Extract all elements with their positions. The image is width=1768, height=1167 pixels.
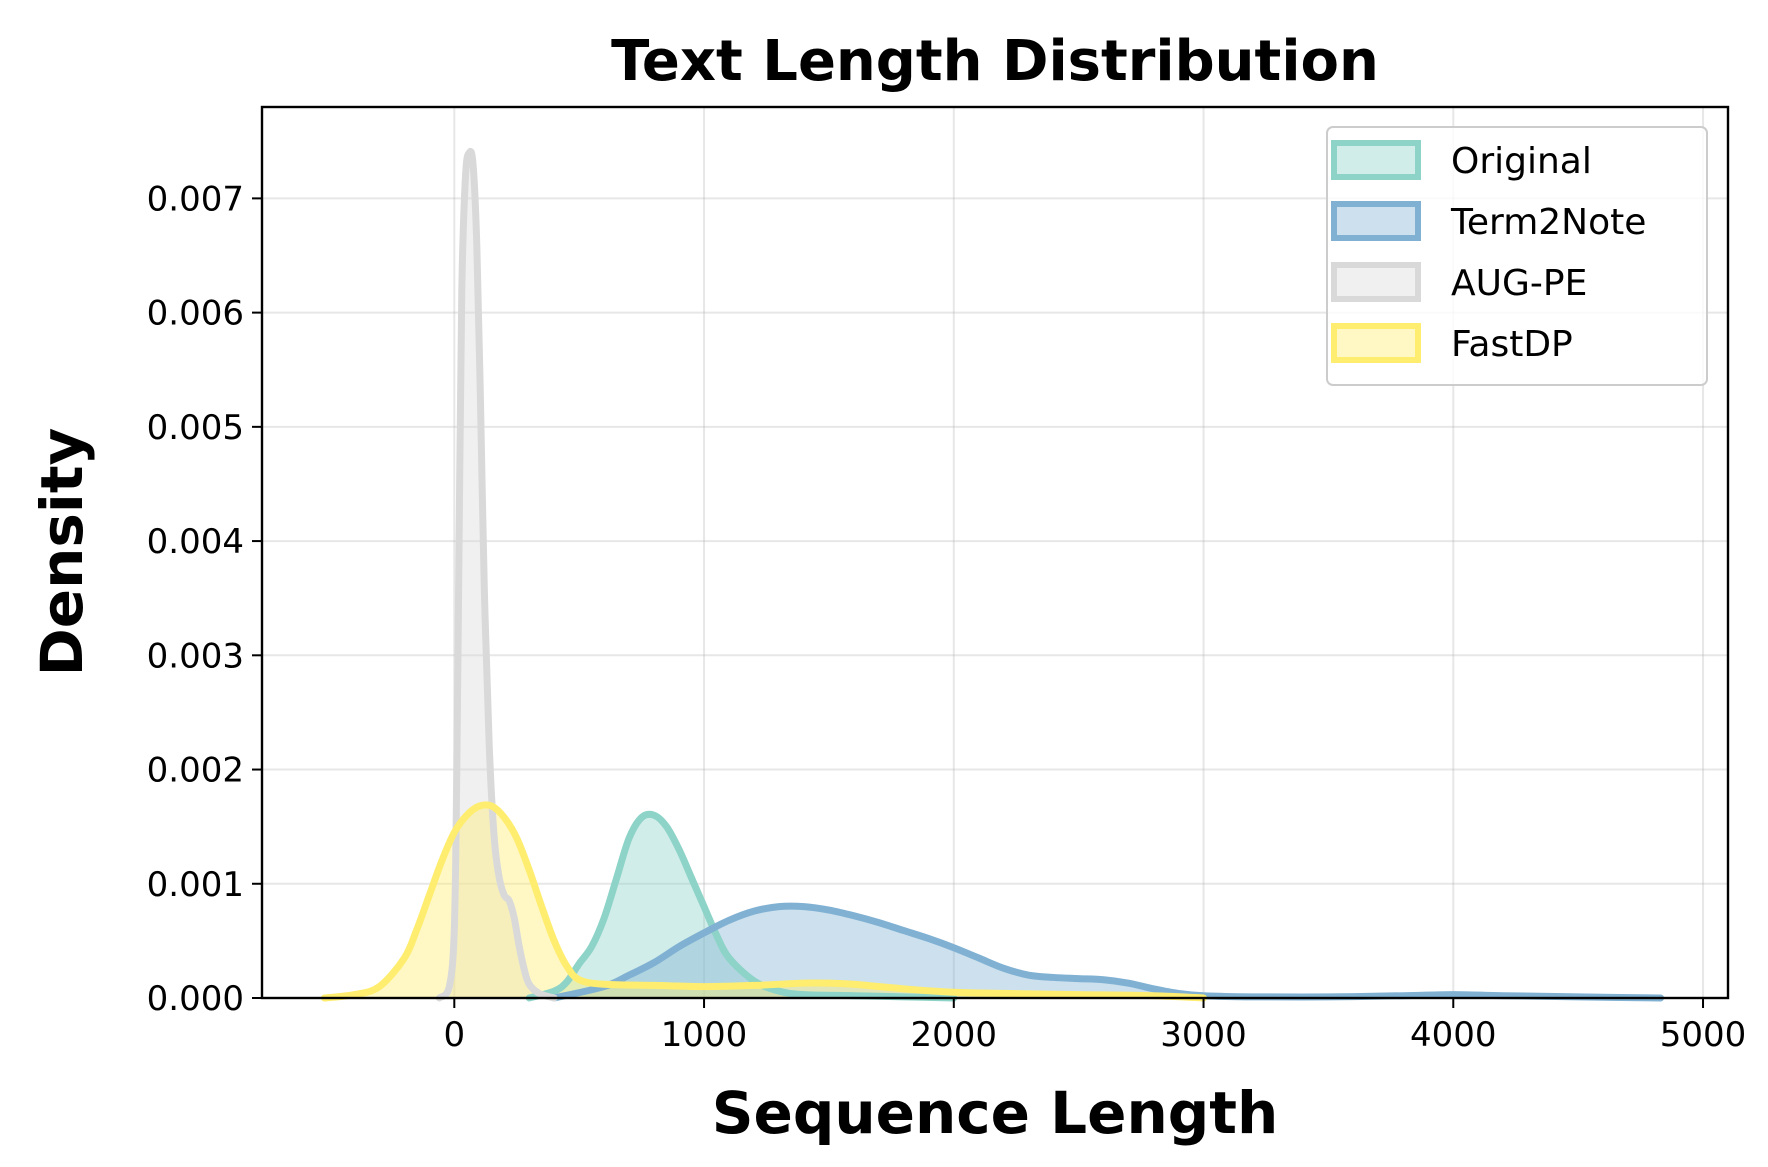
legend-label-fastdp: FastDP xyxy=(1451,324,1573,365)
legend-frame xyxy=(1326,126,1708,386)
legend-swatch-fastdp xyxy=(1331,323,1421,363)
y-tick-label: 0.004 xyxy=(147,522,244,562)
density-line-fastdp xyxy=(320,801,1208,1002)
y-tick-label: 0.005 xyxy=(147,408,244,448)
legend-label-term2note: Term2Note xyxy=(1450,202,1646,243)
area-fill-fastdp xyxy=(324,804,1204,998)
area-fill-aug-pe xyxy=(439,151,555,998)
y-tick-label: 0.003 xyxy=(147,636,244,676)
series-fills xyxy=(324,151,1661,998)
y-tick-label: 0.000 xyxy=(147,979,244,1019)
grid-lines xyxy=(262,107,1728,999)
x-tick-label: 3000 xyxy=(1160,1015,1247,1055)
legend-swatch-aug-pe xyxy=(1331,262,1421,302)
x-tick-label: 4000 xyxy=(1410,1015,1497,1055)
y-tick-label: 0.006 xyxy=(147,294,244,334)
legend-items: Original Term2Note AUG-PE FastDP xyxy=(1331,140,1646,365)
plot-frame xyxy=(260,105,1730,1000)
density-line-aug-pe xyxy=(435,147,558,1002)
legend-swatch-term2note xyxy=(1331,201,1421,241)
y-axis-label: Density xyxy=(28,428,96,677)
legend-label-original: Original xyxy=(1451,141,1592,182)
y-tick-label: 0.007 xyxy=(147,179,244,219)
y-tick-label: 0.001 xyxy=(147,865,244,905)
density-line-original xyxy=(525,810,958,1002)
area-fill-term2note xyxy=(554,906,1661,998)
x-tick-label: 2000 xyxy=(911,1015,998,1055)
x-tick-label: 0 xyxy=(443,1015,465,1055)
x-tick-label: 1000 xyxy=(661,1015,748,1055)
area-fill-original xyxy=(529,814,954,998)
legend: Original Term2Note AUG-PE FastDP xyxy=(1326,126,1708,386)
legend-label-aug-pe: AUG-PE xyxy=(1451,263,1587,304)
chart-title: Text Length Distribution xyxy=(611,29,1379,94)
x-tick-label: 5000 xyxy=(1660,1015,1747,1055)
x-axis-label: Sequence Length xyxy=(712,1079,1279,1147)
y-tick-label: 0.002 xyxy=(147,751,244,791)
legend-swatch-original xyxy=(1331,140,1421,180)
y-axis-ticks: 0.000 0.001 0.002 0.003 0.004 0.005 0.006 0.007 xyxy=(147,179,262,1019)
x-axis-ticks: 0 1000 2000 3000 4000 5000 xyxy=(443,998,1746,1055)
